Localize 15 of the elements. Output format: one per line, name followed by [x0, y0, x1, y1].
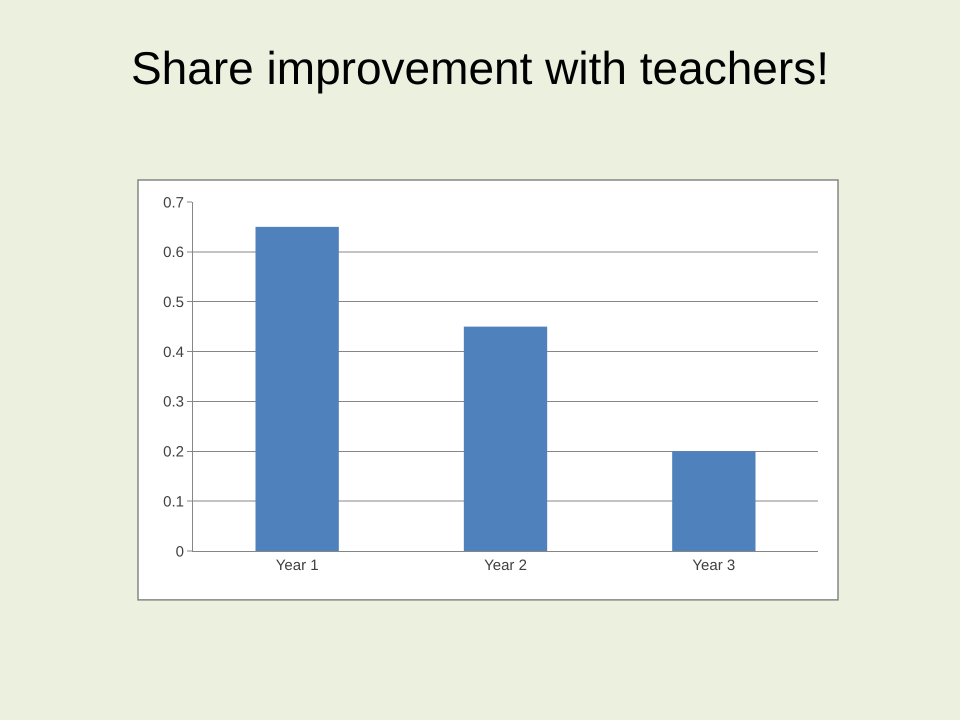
- y-tick-label: 0.2: [163, 444, 184, 461]
- y-tick-label: 0.6: [163, 244, 184, 262]
- y-tick-label: 0.5: [163, 294, 184, 311]
- bar: [256, 226, 339, 551]
- bar: [672, 451, 756, 551]
- y-tick-label: 0: [176, 543, 184, 560]
- x-tick-label: Year 2: [484, 557, 527, 574]
- y-tick-label: 0.1: [163, 493, 184, 510]
- chart-title: Share improvement with teachers!: [131, 42, 829, 94]
- bar: [464, 326, 548, 551]
- x-tick-label: Year 1: [276, 557, 319, 574]
- y-tick-label: 0.4: [163, 344, 184, 361]
- y-tick-label: 0.3: [163, 394, 184, 411]
- y-tick-label: 0.7: [163, 194, 184, 212]
- x-tick-label: Year 3: [692, 557, 736, 574]
